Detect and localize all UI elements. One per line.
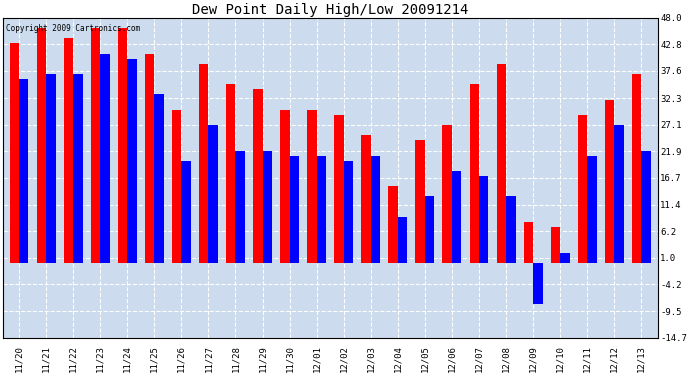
Bar	[506, 196, 515, 263]
Title: Dew Point Daily High/Low 20091214: Dew Point Daily High/Low 20091214	[192, 3, 469, 17]
Bar	[551, 227, 560, 263]
Bar	[262, 150, 272, 263]
Bar	[605, 99, 614, 263]
Bar	[63, 38, 73, 263]
Bar	[280, 110, 290, 263]
Bar	[371, 156, 380, 263]
Bar	[235, 150, 245, 263]
Bar	[641, 150, 651, 263]
Bar	[118, 28, 127, 263]
Bar	[317, 156, 326, 263]
Bar	[452, 171, 462, 263]
Bar	[172, 110, 181, 263]
Bar	[388, 186, 398, 263]
Bar	[533, 263, 542, 303]
Bar	[90, 28, 100, 263]
Bar	[632, 74, 641, 263]
Bar	[10, 44, 19, 263]
Bar	[524, 222, 533, 263]
Bar	[127, 59, 137, 263]
Bar	[46, 74, 55, 263]
Bar	[73, 74, 83, 263]
Bar	[253, 89, 262, 263]
Bar	[37, 28, 46, 263]
Bar	[614, 125, 624, 263]
Bar	[290, 156, 299, 263]
Bar	[479, 176, 489, 263]
Bar	[307, 110, 317, 263]
Bar	[578, 115, 587, 263]
Bar	[425, 196, 434, 263]
Bar	[334, 115, 344, 263]
Bar	[362, 135, 371, 263]
Bar	[181, 161, 191, 263]
Bar	[19, 79, 28, 263]
Text: Copyright 2009 Cartronics.com: Copyright 2009 Cartronics.com	[6, 24, 140, 33]
Bar	[199, 64, 208, 263]
Bar	[145, 54, 155, 263]
Bar	[497, 64, 506, 263]
Bar	[415, 140, 425, 263]
Bar	[208, 125, 218, 263]
Bar	[442, 125, 452, 263]
Bar	[469, 84, 479, 263]
Bar	[226, 84, 235, 263]
Bar	[560, 252, 570, 263]
Bar	[155, 94, 164, 263]
Bar	[587, 156, 597, 263]
Bar	[344, 161, 353, 263]
Bar	[398, 217, 407, 263]
Bar	[100, 54, 110, 263]
